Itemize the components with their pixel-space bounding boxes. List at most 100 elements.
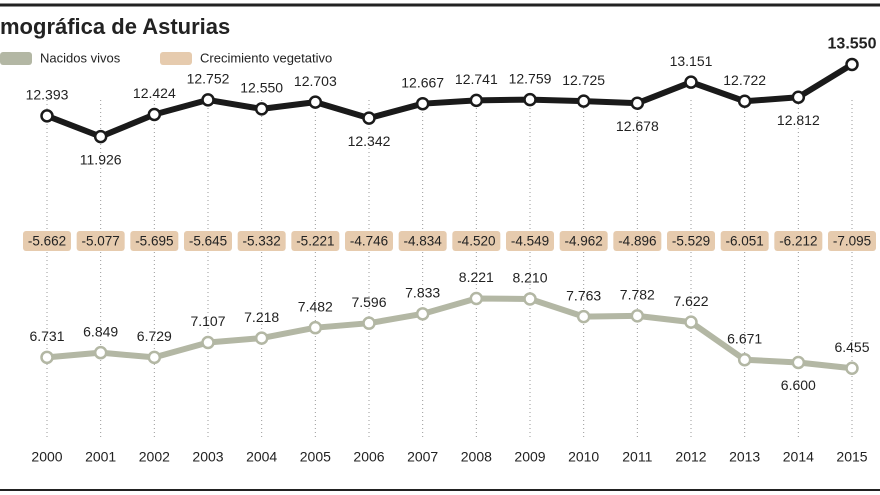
value-label: 12.424 bbox=[133, 85, 176, 101]
value-label: 12.678 bbox=[616, 118, 659, 134]
point bbox=[737, 94, 752, 108]
value-box bbox=[184, 231, 232, 251]
point bbox=[791, 355, 806, 370]
value-label: -4.520 bbox=[457, 234, 495, 249]
value-label: -4.834 bbox=[404, 234, 443, 249]
point bbox=[523, 292, 537, 306]
value-label: 6.729 bbox=[137, 328, 172, 344]
value-label: 11.926 bbox=[80, 151, 122, 167]
value-label: -5.332 bbox=[243, 234, 281, 249]
x-tick-label: 2002 bbox=[139, 449, 170, 465]
point bbox=[201, 335, 215, 350]
point bbox=[469, 93, 484, 108]
value-label: -6.051 bbox=[726, 234, 764, 249]
value-box bbox=[720, 231, 769, 251]
point bbox=[147, 350, 162, 365]
value-box bbox=[291, 231, 340, 251]
value-label: 12.812 bbox=[777, 112, 820, 128]
point bbox=[845, 57, 859, 72]
value-label: 12.725 bbox=[562, 72, 605, 88]
x-tick-label: 2014 bbox=[783, 449, 814, 465]
value-label: 8.210 bbox=[512, 270, 547, 286]
point bbox=[845, 361, 859, 375]
value-label: 7.218 bbox=[244, 309, 279, 325]
value-box bbox=[613, 231, 662, 251]
point bbox=[362, 111, 376, 125]
value-box bbox=[345, 231, 393, 251]
chart-title: mográfica de Asturias bbox=[0, 14, 230, 39]
point bbox=[630, 96, 645, 110]
x-tick-label: 2003 bbox=[192, 449, 223, 465]
point bbox=[308, 95, 323, 109]
x-tick-label: 2015 bbox=[836, 449, 867, 465]
series-line bbox=[45, 61, 854, 140]
point bbox=[201, 93, 215, 107]
value-label: -7.095 bbox=[833, 234, 871, 249]
x-tick-label: 2004 bbox=[246, 449, 277, 465]
value-label: 6.849 bbox=[83, 323, 118, 339]
legend-swatch bbox=[160, 52, 192, 65]
value-label: 7.833 bbox=[405, 285, 440, 301]
legend-label: Nacidos vivos bbox=[40, 50, 121, 65]
value-label: -5.662 bbox=[28, 234, 66, 249]
point bbox=[93, 129, 108, 144]
value-label: 8.221 bbox=[459, 269, 494, 285]
x-tick-label: 2010 bbox=[568, 449, 599, 465]
x-tick-label: 2001 bbox=[85, 449, 116, 465]
point bbox=[415, 307, 430, 321]
value-label: 12.550 bbox=[240, 80, 283, 96]
value-label: -5.695 bbox=[135, 234, 173, 249]
point bbox=[737, 352, 752, 367]
value-label: 12.342 bbox=[348, 133, 391, 149]
value-box bbox=[667, 231, 715, 251]
value-box bbox=[398, 231, 447, 251]
value-label: 12.722 bbox=[723, 72, 766, 88]
x-tick-label: 2000 bbox=[31, 449, 62, 465]
value-label: 12.393 bbox=[26, 87, 69, 103]
point bbox=[630, 309, 645, 323]
point bbox=[415, 96, 430, 111]
point bbox=[684, 315, 698, 329]
value-label: -4.896 bbox=[618, 234, 656, 249]
x-tick-label: 2011 bbox=[622, 449, 652, 465]
value-label: -5.645 bbox=[189, 234, 227, 249]
value-label: 7.622 bbox=[673, 293, 708, 309]
point bbox=[93, 345, 108, 360]
point bbox=[523, 92, 537, 107]
point bbox=[684, 75, 698, 89]
value-label: -5.529 bbox=[672, 234, 710, 249]
value-label: 7.107 bbox=[190, 313, 225, 329]
value-label: 13.151 bbox=[670, 53, 713, 69]
value-label: 12.759 bbox=[509, 70, 552, 86]
point bbox=[40, 350, 54, 365]
value-label: -4.962 bbox=[565, 234, 603, 249]
value-box bbox=[506, 231, 554, 251]
value-label: 13.550 bbox=[828, 36, 877, 53]
point bbox=[576, 94, 591, 108]
point bbox=[576, 309, 591, 324]
point bbox=[308, 320, 323, 335]
point bbox=[147, 107, 162, 122]
value-label: 12.667 bbox=[401, 74, 444, 90]
value-box bbox=[237, 231, 286, 251]
value-box bbox=[559, 231, 608, 251]
x-tick-label: 2008 bbox=[461, 449, 492, 465]
x-tick-label: 2012 bbox=[675, 449, 706, 465]
x-tick-label: 2006 bbox=[353, 449, 384, 465]
value-label: 7.782 bbox=[620, 287, 655, 303]
value-label: -5.077 bbox=[82, 234, 120, 249]
x-tick-label: 2013 bbox=[729, 449, 760, 465]
value-label: -5.221 bbox=[296, 234, 334, 249]
point bbox=[254, 331, 269, 345]
value-box bbox=[23, 231, 71, 251]
value-label: 12.703 bbox=[294, 73, 337, 89]
x-tick-label: 2005 bbox=[300, 449, 331, 465]
point bbox=[791, 90, 806, 104]
point bbox=[254, 102, 269, 116]
value-box bbox=[774, 231, 823, 251]
value-box bbox=[452, 231, 501, 251]
x-tick-label: 2007 bbox=[407, 449, 438, 465]
value-label: -6.212 bbox=[779, 234, 817, 249]
value-box bbox=[828, 231, 876, 251]
point bbox=[40, 109, 54, 123]
